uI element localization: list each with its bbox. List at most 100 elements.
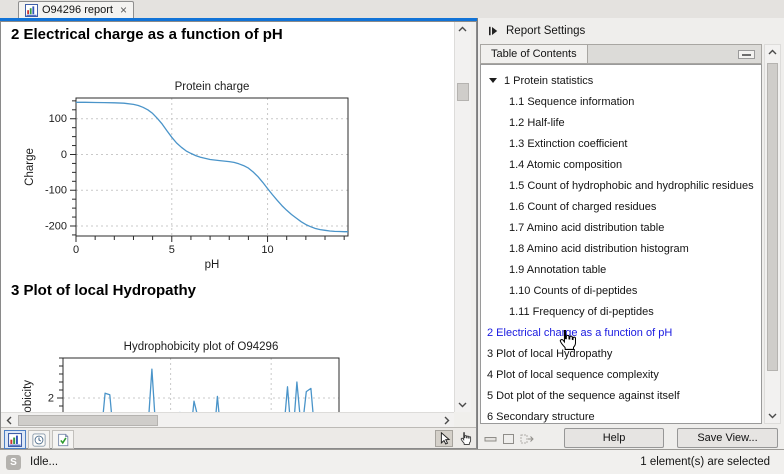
toc-item[interactable]: 5 Dot plot of the sequence against itsel… [481,385,761,406]
process-status-icon: S [6,454,21,470]
editor-vertical-scrollbar[interactable] [454,22,471,412]
svg-text:Charge: Charge [24,148,36,186]
toc-item-label: 3 Plot of local Hydropathy [487,347,613,360]
collapse-group-icon[interactable] [484,432,498,450]
toc-item[interactable]: 1.3 Extinction coefficient [481,133,761,154]
scroll-down-icon[interactable] [455,398,470,412]
toc-item[interactable]: 1.10 Counts of di-peptides [481,280,761,301]
scroll-right-icon[interactable] [439,413,454,427]
float-view-icon[interactable] [502,432,516,450]
toc-item-label: 1.11 Frequency of di-peptides [509,305,654,318]
svg-text:0: 0 [73,244,79,256]
report-chart-icon [25,3,38,17]
scroll-up-icon[interactable] [455,22,470,36]
report-settings-label: Report Settings [506,25,586,37]
toc-item-label: 1.8 Amino acid distribution histogram [509,242,689,255]
toc-list: 1 Protein statistics 1.1 Sequence informa… [481,65,761,423]
help-button[interactable]: Help [564,428,664,448]
toc-item-label: 1.3 Extinction coefficient [509,137,628,150]
toc-item-label: 1.4 Atomic composition [509,158,623,171]
hydrophobicity-chart: Hydrophobicity plot of O94296 2 Hydrophobi… [19,340,349,412]
toc-item-label: 1.1 Sequence information [509,95,635,108]
toc-item-label: 4 Plot of local sequence complexity [487,368,659,381]
toc-item[interactable]: 1.11 Frequency of di-peptides [481,301,761,322]
svg-text:2: 2 [48,393,54,405]
svg-text:100: 100 [49,113,67,125]
toc-item[interactable]: 4 Plot of local sequence complexity [481,364,761,385]
svg-text:-100: -100 [45,185,67,197]
svg-text:-200: -200 [45,220,67,232]
tab-table-of-contents[interactable]: Table of Contents [481,45,588,63]
toc-item-label: 2 Electrical charge as a function of pH [487,326,673,339]
tab-report[interactable]: O94296 report × [18,1,134,18]
toc-item[interactable]: 1.2 Half-life [481,112,761,133]
element-info-view-icon[interactable] [52,430,74,449]
toc-item-label: 1 Protein statistics [504,74,594,87]
report-editor-panel: 2 Electrical charge as a function of pH … [0,18,477,449]
tab-title: O94296 report [42,4,113,16]
vertical-scrollbar-thumb[interactable] [457,83,469,101]
selection-tool-icon[interactable] [435,430,453,447]
svg-text:Hydrophobicity plot of O94296: Hydrophobicity plot of O94296 [124,341,279,353]
sidebar-bottom-bar: Help Save View... [478,427,784,449]
svg-text:10: 10 [261,244,273,256]
report-settings-header[interactable]: Report Settings [478,21,784,41]
horizontal-scrollbar-thumb[interactable] [18,415,158,426]
toc-item[interactable]: 6 Secondary structure [481,406,761,423]
toc-item[interactable]: 1.5 Count of hydrophobic and hydrophilic… [481,175,761,196]
toc-item[interactable]: 1 Protein statistics [481,70,761,91]
toc-item[interactable]: 1.9 Annotation table [481,259,761,280]
svg-text:5: 5 [169,244,175,256]
svg-text:0: 0 [61,149,67,161]
editor-toolbar [1,427,476,449]
section-heading-3: 3 Plot of local Hydropathy [11,282,197,299]
svg-text:Hydrophobicity: Hydrophobicity [22,380,34,412]
toc-item-label: 1.2 Half-life [509,116,565,129]
editor-horizontal-scrollbar[interactable] [1,412,454,427]
toc-item-label: 1.10 Counts of di-peptides [509,284,638,297]
toc-item[interactable]: 1.1 Sequence information [481,91,761,112]
svg-text:pH: pH [205,259,220,271]
toc-item[interactable]: 1.8 Amino acid distribution histogram [481,238,761,259]
protein-charge-chart: Protein charge 0 5 10 100 0 -100 -200 pH Charge [19,76,359,277]
dock-view-icon[interactable] [520,432,536,450]
report-view-icon[interactable] [4,430,26,449]
toc-tab-label: Table of Contents [491,48,577,60]
toc-item-label: 6 Secondary structure [487,410,595,423]
toc-item[interactable]: 2 Electrical charge as a function of pH [481,322,761,343]
toc-item[interactable]: 1.7 Amino acid distribution table [481,217,761,238]
report-content: 2 Electrical charge as a function of pH … [1,22,454,412]
pan-tool-icon[interactable] [456,430,474,447]
toc-item-label: 5 Dot plot of the sequence against itsel… [487,389,680,402]
collapse-arrow-icon[interactable] [489,78,497,83]
tab-close-icon[interactable]: × [119,3,127,17]
sidebar-scrollbar-thumb[interactable] [767,63,778,371]
section-heading-2: 2 Electrical charge as a function of pH [11,26,283,43]
toc-item[interactable]: 1.6 Count of charged residues [481,196,761,217]
toc-item[interactable]: 3 Plot of local Hydropathy [481,343,761,364]
scroll-left-icon[interactable] [1,413,16,427]
history-view-icon[interactable] [28,430,50,449]
save-view-button[interactable]: Save View... [677,428,778,448]
svg-text:Protein charge: Protein charge [175,81,250,93]
status-text: Idle... [30,456,59,468]
scroll-down-icon[interactable] [765,409,780,423]
toc-item-label: 1.5 Count of hydrophobic and hydrophilic… [509,179,754,192]
toc-item-label: 1.6 Count of charged residues [509,200,657,213]
expand-panel-icon [488,26,498,36]
selection-count: 1 element(s) are selected [640,456,770,468]
status-bar: S Idle... 1 element(s) are selected [0,449,784,474]
sidebar: Report Settings Table of Contents 1 Prot… [477,18,784,449]
mouse-cursor [559,330,577,350]
toc-item-label: 1.7 Amino acid distribution table [509,221,665,234]
sidebar-vertical-scrollbar[interactable] [764,44,781,424]
table-of-contents-panel: 1 Protein statistics 1.1 Sequence informa… [480,64,762,424]
toc-item-label: 1.9 Annotation table [509,263,607,276]
minimize-panel-icon[interactable] [738,50,755,59]
editor-tab-bar: O94296 report × [0,0,784,18]
active-editor-accent [0,18,477,21]
toc-item[interactable]: 1.4 Atomic composition [481,154,761,175]
toc-tab-row: Table of Contents [480,44,762,64]
scroll-up-icon[interactable] [765,45,780,59]
